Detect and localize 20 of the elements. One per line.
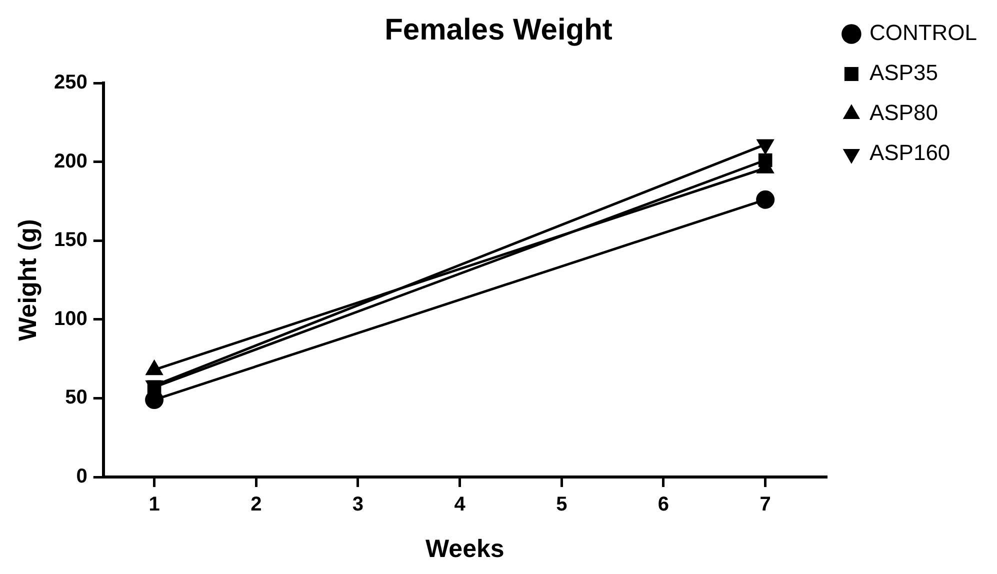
legend-label: CONTROL [869,20,977,46]
y-tick-label: 150 [54,229,88,252]
x-tick-label: 1 [148,494,160,516]
chart-title: Females Weight [384,13,612,46]
y-tick-label: 250 [54,72,88,94]
y-tick-label: 100 [54,308,88,330]
legend-label: ASP80 [869,100,938,126]
legend-label: ASP35 [869,60,938,86]
legend-label: ASP160 [869,140,950,166]
x-tick-label: 6 [658,494,670,516]
y-axis-title: Weight (g) [14,219,42,341]
x-tick-label: 4 [454,494,466,516]
x-tick-label: 5 [556,494,568,516]
y-tick-label: 0 [76,466,88,488]
x-tick-label: 2 [250,494,262,516]
x-axis-title: Weeks [426,534,504,563]
y-tick-label: 200 [54,150,88,172]
x-tick-label: 3 [352,494,364,516]
y-tick-label: 50 [65,386,88,409]
x-tick-label: 7 [760,494,771,516]
